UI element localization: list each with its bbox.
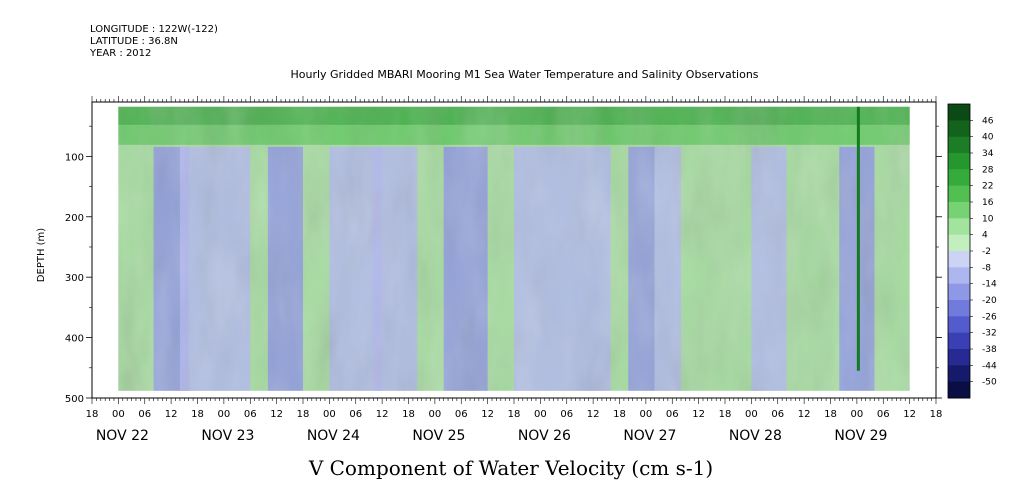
x-date-label: NOV 26 — [518, 428, 571, 444]
colorbar-label: -38 — [982, 345, 997, 355]
colorbar-segment — [948, 234, 970, 252]
x-tick-label: 18 — [613, 409, 626, 420]
colorbar-label: 46 — [982, 116, 994, 126]
colorbar-segment — [948, 267, 970, 285]
x-tick-label: 12 — [587, 409, 600, 420]
y-tick-label: 500 — [65, 394, 84, 405]
x-tick-label: 18 — [191, 409, 204, 420]
x-tick-label: 06 — [877, 409, 890, 420]
colorbar-label: -26 — [982, 312, 997, 322]
colorbar-segment — [948, 153, 970, 170]
colorbar-label: -50 — [982, 378, 997, 388]
x-date-label: NOV 25 — [412, 428, 465, 444]
y-tick-label: 200 — [65, 213, 84, 224]
colorbar-segment — [948, 381, 970, 399]
y-tick-label: 100 — [65, 152, 84, 163]
metadata-block: LONGITUDE : 122W(-122) LATITUDE : 36.8N … — [90, 24, 218, 60]
heatmap-texture — [118, 106, 910, 391]
chart-title: Hourly Gridded MBARI Mooring M1 Sea Wate… — [290, 68, 759, 81]
x-tick-label: 12 — [376, 409, 389, 420]
colorbar-segment — [948, 218, 970, 236]
x-date-label: NOV 28 — [729, 428, 782, 444]
x-tick-label: 12 — [798, 409, 811, 420]
year-label: YEAR : 2012 — [90, 48, 152, 59]
x-tick-label: 12 — [165, 409, 178, 420]
x-tick-label: 00 — [745, 409, 758, 420]
x-tick-label: 12 — [481, 409, 494, 420]
y-axis-label: DEPTH (m) — [36, 228, 47, 282]
y-tick-label: 300 — [65, 273, 84, 284]
x-tick-label: 18 — [297, 409, 310, 420]
x-tick-label: 00 — [534, 409, 547, 420]
x-tick-label: 06 — [455, 409, 468, 420]
colorbar-label: 28 — [982, 165, 994, 175]
colorbar-label: 34 — [982, 149, 994, 159]
colorbar-segment — [948, 202, 970, 219]
colorbar-label: 16 — [982, 198, 994, 208]
colorbar-segment — [948, 251, 970, 268]
x-tick-label: 12 — [270, 409, 283, 420]
x-tick-label: 00 — [429, 409, 442, 420]
x-date-label: NOV 24 — [307, 428, 360, 444]
x-axis-title: V Component of Water Velocity (cm s-1) — [308, 456, 713, 480]
x-tick-label: 06 — [560, 409, 573, 420]
x-tick-label: 06 — [244, 409, 257, 420]
x-tick-label: 18 — [402, 409, 415, 420]
x-tick-label: 00 — [640, 409, 653, 420]
y-tick-label: 400 — [65, 334, 84, 345]
x-tick-label: 06 — [771, 409, 784, 420]
x-tick-label: 06 — [138, 409, 151, 420]
x-tick-label: 18 — [86, 409, 99, 420]
x-tick-label: 18 — [508, 409, 521, 420]
x-tick-label: 12 — [692, 409, 705, 420]
x-date-label: NOV 23 — [201, 428, 254, 444]
colorbar-segment — [948, 185, 970, 203]
latitude-label: LATITUDE : 36.8N — [90, 36, 178, 47]
x-tick-label: 18 — [930, 409, 943, 420]
colorbar-label: 10 — [982, 214, 994, 224]
colorbar-label: -2 — [982, 247, 991, 257]
colorbar-label: -14 — [982, 280, 997, 290]
colorbar-segment — [948, 316, 970, 334]
colorbar-segment — [948, 283, 970, 301]
colorbar-segment — [948, 169, 970, 187]
x-tick-label: 00 — [218, 409, 231, 420]
colorbar-segment — [948, 365, 970, 383]
x-tick-label: 06 — [349, 409, 362, 420]
x-date-label: NOV 29 — [834, 428, 887, 444]
x-tick-label: 00 — [112, 409, 125, 420]
colorbar-label: -20 — [982, 296, 997, 306]
colorbar-segment — [948, 120, 970, 138]
x-tick-label: 18 — [824, 409, 837, 420]
colorbar-segment — [948, 332, 970, 350]
colorbar-segment — [948, 349, 970, 366]
colorbar-label: 22 — [982, 182, 993, 192]
colorbar-segment — [948, 136, 970, 154]
colorbar-segment — [948, 104, 970, 121]
colorbar-label: 40 — [982, 133, 994, 143]
x-tick-label: 00 — [323, 409, 336, 420]
longitude-label: LONGITUDE : 122W(-122) — [90, 24, 218, 35]
colorbar-label: -44 — [982, 361, 997, 371]
x-tick-label: 00 — [851, 409, 864, 420]
colorbar-label: 4 — [982, 231, 988, 241]
colorbar-label: -8 — [982, 263, 991, 273]
colorbar-label: -32 — [982, 329, 997, 339]
x-date-label: NOV 27 — [623, 428, 676, 444]
colorbar-segment — [948, 300, 970, 317]
x-tick-label: 18 — [719, 409, 732, 420]
x-date-label: NOV 22 — [96, 428, 149, 444]
heatmap-band — [856, 106, 860, 371]
x-tick-label: 12 — [903, 409, 916, 420]
x-tick-label: 06 — [666, 409, 679, 420]
